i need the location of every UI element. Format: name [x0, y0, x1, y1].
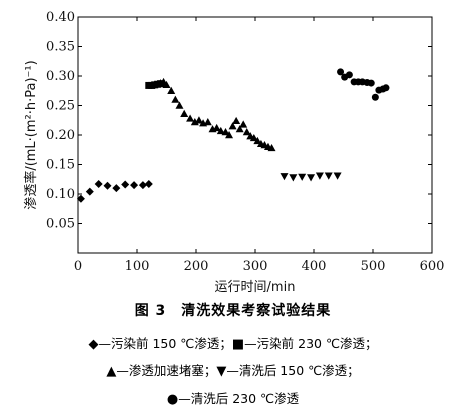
y-tick-label: 0.25 [46, 99, 75, 114]
y-tick-label: 0.10 [46, 187, 75, 202]
data-point-diamond [121, 180, 130, 189]
legend-label-before-150: —污染前 150 ℃渗透； [98, 336, 232, 351]
data-point-triangle-up [232, 116, 241, 125]
data-point-diamond [94, 179, 103, 188]
legend-label-after-230: —清洗后 230 ℃渗透 [178, 391, 300, 406]
data-point-circle [337, 68, 345, 76]
data-point-diamond [76, 194, 85, 203]
legend-row-2: ▲—渗透加速堵塞；▼—清洗后 150 ℃渗透； [0, 360, 466, 379]
x-tick-label: 300 [243, 259, 268, 274]
legend-label-accelerated-fouling: —渗透加速堵塞； [116, 363, 217, 378]
data-point-diamond [144, 179, 153, 188]
y-tick-label: 0.05 [46, 217, 75, 232]
figure-caption: 图 3 清洗效果考察试验结果 [134, 303, 332, 319]
x-tick-label: 400 [302, 259, 327, 274]
data-point-triangle-up [194, 116, 203, 124]
permeability-chart: 0 100 200 300 400 500 600 0.05 0.10 0.15 0.20 0.25 0… [23, 10, 444, 295]
x-tick-label: 500 [361, 259, 386, 274]
data-point-triangle-up [242, 128, 251, 136]
data-point-triangle-up [239, 120, 248, 128]
legend-label-before-230: —污染前 230 ℃渗透； [244, 336, 378, 351]
data-point-triangle-up [180, 109, 189, 117]
diamond-icon: ◆ [88, 337, 99, 352]
data-point-diamond [130, 181, 139, 190]
circle-icon: ● [166, 392, 179, 407]
legend-row-1: ◆—污染前 150 ℃渗透；■—污染前 230 ℃渗透； [0, 333, 466, 352]
data-point-triangle-up [253, 136, 262, 145]
x-axis-title: 运行时间/min [215, 280, 296, 295]
data-point-circle [345, 71, 353, 79]
data-point-triangle-up [203, 118, 212, 126]
data-point-diamond [138, 181, 147, 190]
data-point-circle [371, 93, 379, 101]
data-point-triangle-up [267, 143, 276, 152]
triangle-up-icon: ▲ [106, 364, 117, 379]
square-icon: ■ [231, 337, 245, 352]
x-tick-label: 100 [125, 259, 150, 274]
data-point-triangle-up [235, 125, 244, 133]
data-mark-group [76, 68, 390, 203]
triangle-down-icon: ▼ [216, 364, 227, 379]
data-point-triangle-down [298, 173, 307, 181]
x-tick-label: 600 [420, 259, 445, 274]
data-point-triangle-up [225, 131, 234, 139]
data-point-triangle-up [175, 101, 184, 109]
data-point-triangle-up [186, 114, 195, 122]
data-point-triangle-down [333, 172, 342, 180]
data-point-triangle-down [280, 173, 289, 181]
data-point-circle [382, 84, 390, 92]
data-point-triangle-down [324, 172, 333, 180]
data-point-triangle-down [307, 174, 316, 182]
data-point-triangle-down [289, 174, 298, 182]
data-point-triangle-up [162, 80, 171, 89]
data-point-diamond [85, 187, 94, 196]
y-tick-label: 0.40 [46, 10, 75, 25]
tick-group [77, 16, 433, 253]
legend-label-after-150: —清洗后 150 ℃渗透； [226, 363, 360, 378]
data-point-triangle-up [221, 128, 230, 136]
y-axis-title: 渗透率/(mL·(m²·h·Pa)⁻¹) [23, 60, 39, 209]
y-tick-label: 0.35 [46, 40, 75, 55]
y-tick-label: 0.30 [46, 69, 75, 84]
x-tick-label: 200 [184, 259, 209, 274]
data-point-triangle-up [228, 122, 237, 130]
tick-label-group: 0 100 200 300 400 500 600 0.05 0.10 0.15 0.20 0.25 0… [46, 10, 444, 274]
data-point-triangle-down [315, 172, 324, 180]
y-tick-label: 0.15 [46, 158, 75, 173]
y-tick-label: 0.20 [46, 128, 75, 143]
data-point-triangle-up [171, 95, 180, 103]
data-point-diamond [112, 184, 121, 193]
legend-row-3: ●—清洗后 230 ℃渗透 [0, 388, 466, 407]
data-point-triangle-up [216, 126, 225, 135]
data-point-triangle-up [249, 133, 258, 142]
data-point-circle [367, 79, 375, 87]
plot-frame [77, 16, 433, 254]
x-tick-label: 0 [74, 259, 82, 274]
data-point-triangle-up [212, 123, 221, 132]
data-point-triangle-up [167, 86, 176, 94]
data-point-diamond [103, 181, 112, 190]
